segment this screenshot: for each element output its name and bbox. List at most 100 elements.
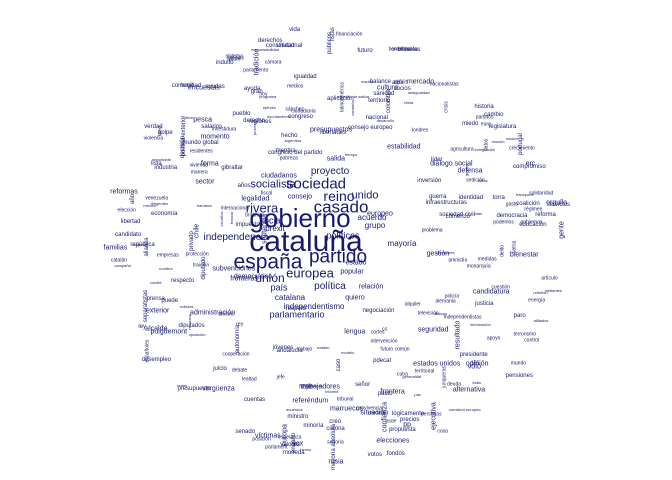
cloud-word: parlamento xyxy=(243,67,269,74)
cloud-word: china xyxy=(403,100,414,106)
cloud-word: sanidad xyxy=(373,91,395,98)
cloud-word: años xyxy=(237,183,251,190)
cloud-word: empleo xyxy=(299,381,313,387)
cloud-word: territorial xyxy=(414,368,435,375)
cloud-word: respeto xyxy=(285,305,306,312)
cloud-word: brasil xyxy=(181,82,194,89)
cloud-word: posición xyxy=(252,436,271,443)
cloud-word: elecciones xyxy=(376,437,410,445)
cloud-word: alquiler xyxy=(404,301,421,308)
cloud-word: congreso xyxy=(288,114,314,121)
cloud-word: situación xyxy=(360,409,389,417)
cloud-word: himno xyxy=(300,447,312,453)
cloud-word: nación xyxy=(506,135,518,141)
cloud-word: república xyxy=(130,241,155,248)
cloud-word: respecto xyxy=(171,278,195,285)
cloud-word: terrorismo xyxy=(513,331,537,338)
cloud-word: debate xyxy=(231,367,248,374)
cloud-word: cuentas xyxy=(244,397,266,404)
cloud-word: catalana xyxy=(274,293,306,302)
cloud-word: marruecos xyxy=(329,405,364,413)
cloud-word: pp xyxy=(403,421,412,429)
cloud-word: consejo xyxy=(287,193,313,201)
cloud-word: senado xyxy=(235,429,256,436)
cloud-word: justicia xyxy=(475,300,494,307)
cloud-word: partidos xyxy=(475,114,494,121)
cloud-word: independencia xyxy=(203,232,269,243)
cloud-word: hecho xyxy=(281,132,298,139)
cloud-word: mundo global xyxy=(182,140,219,147)
cloud-word: gente xyxy=(558,221,566,239)
cloud-word: economía xyxy=(151,210,178,217)
cloud-word: congreso del partido xyxy=(267,150,323,157)
cloud-word: puede xyxy=(161,297,179,304)
cloud-word: cambio xyxy=(484,112,504,119)
cloud-word: comunidad xyxy=(171,82,202,89)
cloud-word: chile xyxy=(193,224,201,239)
cloud-word: moneda xyxy=(282,449,305,456)
cloud-word: venezuela xyxy=(145,195,169,202)
cloud-word: elección xyxy=(117,207,136,214)
cloud-word: corona xyxy=(326,426,345,433)
cloud-word: ciudadanía xyxy=(291,108,316,115)
cloud-word: unión xyxy=(255,271,285,285)
cloud-word: ayuda xyxy=(243,86,261,93)
cloud-word: acuerdo xyxy=(357,213,387,222)
cloud-word: latinoamérica xyxy=(339,82,346,113)
cloud-word: salarios xyxy=(201,124,223,131)
cloud-word: educación xyxy=(519,221,547,228)
cloud-word: valores xyxy=(280,441,300,448)
cloud-word: ayudas xyxy=(205,84,225,91)
cloud-word: futuro xyxy=(357,47,373,54)
cloud-word: cortes xyxy=(370,329,385,336)
cloud-word: derechos xyxy=(257,38,283,45)
cloud-word: socialista xyxy=(250,178,296,191)
cloud-word: programa xyxy=(259,93,277,99)
cloud-word: personas xyxy=(421,411,442,418)
cloud-word: desarrollo xyxy=(376,118,395,124)
cloud-word: francia xyxy=(228,211,234,224)
cloud-word: gestión xyxy=(426,250,450,258)
cloud-word: cifras xyxy=(478,177,488,183)
cloud-word: otan xyxy=(474,211,483,217)
cloud-word: ayuntamiento xyxy=(267,113,292,119)
cloud-word: británico xyxy=(245,212,265,219)
cloud-word: salida xyxy=(326,155,346,163)
cloud-word: sedición xyxy=(466,177,485,184)
cloud-word: intervención xyxy=(370,338,398,345)
cloud-word: ministro xyxy=(287,414,309,421)
cloud-word: nacional xyxy=(365,114,388,121)
cloud-word: víctimas xyxy=(254,432,281,440)
cloud-word: subvenciones xyxy=(212,265,256,273)
cloud-word: cosa xyxy=(437,428,448,435)
cloud-word: reformas xyxy=(110,188,138,196)
cloud-word: independentistas xyxy=(443,314,482,321)
cloud-word: oposición xyxy=(188,332,206,338)
cloud-word: comité xyxy=(149,279,162,285)
cloud-word: tribunal xyxy=(337,396,354,403)
cloud-word: presupuestos xyxy=(309,126,353,134)
cloud-word: problema xyxy=(421,227,443,234)
cloud-word: nombre xyxy=(159,266,173,272)
cloud-word: jefe xyxy=(276,374,285,381)
cloud-word: territorio xyxy=(368,98,391,105)
cloud-word: energía xyxy=(528,297,546,304)
cloud-word: confianza xyxy=(381,402,389,433)
cloud-word: propuesta xyxy=(389,426,416,433)
cloud-word: grupo xyxy=(364,221,386,230)
cloud-word: violencia xyxy=(143,135,164,142)
cloud-word: pensiones xyxy=(505,373,533,380)
cloud-word: mayoría xyxy=(387,239,417,248)
cloud-word: transporte xyxy=(515,191,534,197)
cloud-word: defensa xyxy=(457,167,483,175)
cloud-word: legalidad xyxy=(241,195,270,203)
cloud-word: gobiernos xyxy=(520,219,543,226)
cloud-word: servicios xyxy=(546,202,571,209)
cloud-word: policía xyxy=(444,293,460,300)
cloud-word: paz xyxy=(414,391,421,397)
cloud-word: escaños xyxy=(219,212,225,227)
cloud-word: estados unidos xyxy=(413,360,461,368)
cloud-word: datos xyxy=(483,138,490,152)
cloud-word: financiación xyxy=(336,31,363,38)
cloud-word: constitución xyxy=(391,46,418,53)
